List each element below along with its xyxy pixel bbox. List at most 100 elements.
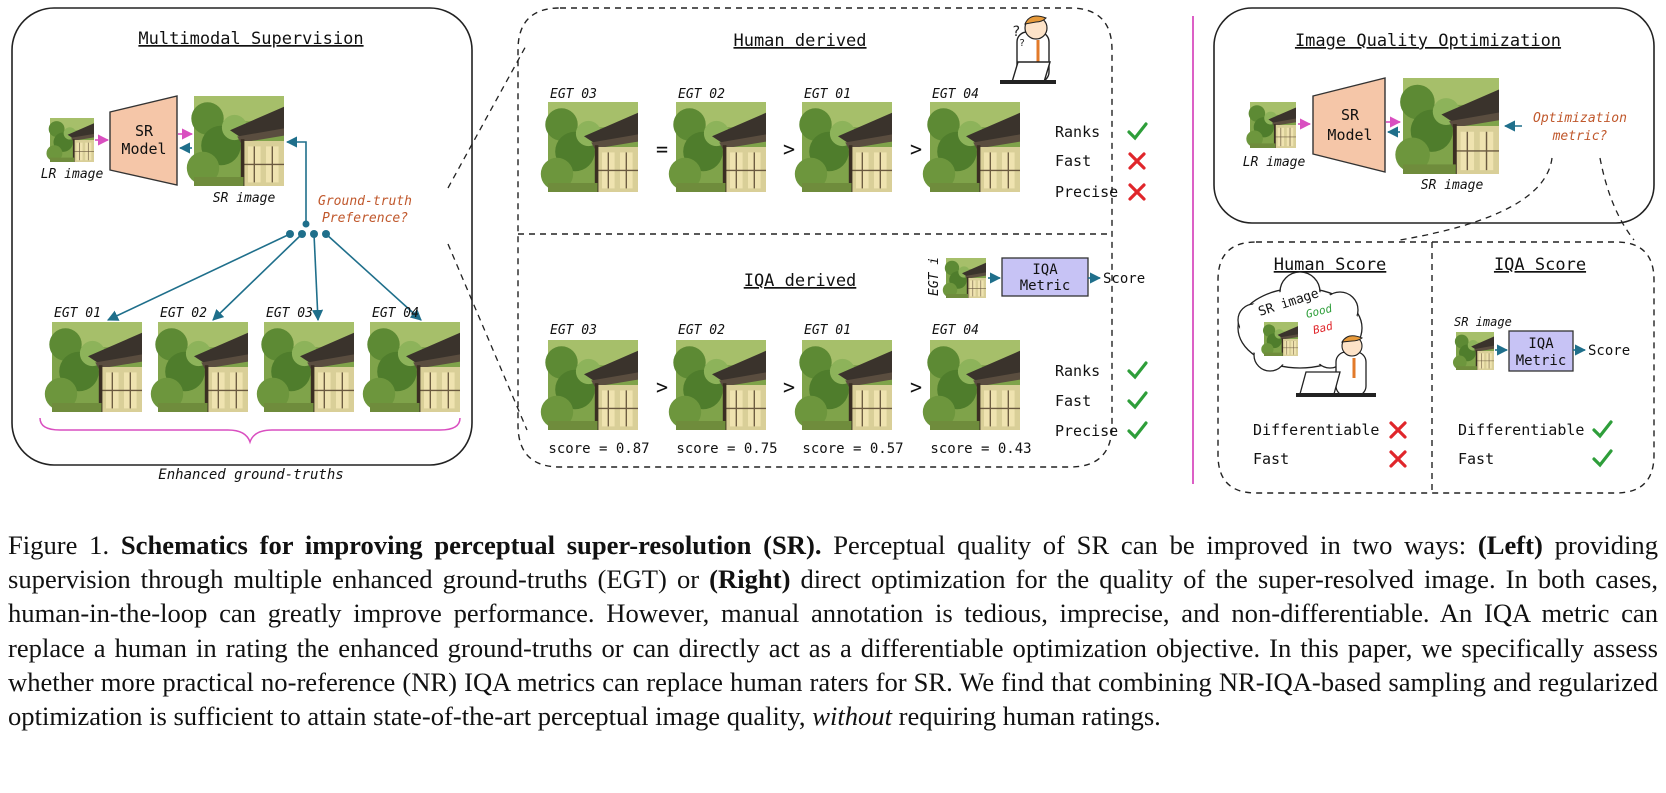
hd-op-1: =	[656, 137, 668, 161]
opt-metric-label-1: Optimization	[1533, 111, 1627, 126]
gt-preference-label-1: Ground-truth	[318, 194, 412, 209]
node-to-egt02-arrow	[212, 233, 303, 321]
figure-caption: Figure 1. Schematics for improving perce…	[8, 528, 1658, 733]
hd-criterion-precise: Precise	[1055, 183, 1118, 201]
is-criterion-fast: Fast	[1458, 450, 1494, 468]
iqa-criterion-fast: Fast	[1055, 392, 1091, 410]
egt03-image	[256, 321, 355, 413]
human-annotator-icon: ? ?	[1000, 15, 1056, 84]
caption-right: (Right)	[709, 564, 791, 595]
right-panel-title: Image Quality Optimization	[1295, 31, 1561, 51]
iqa-score-1: score = 0.87	[548, 441, 649, 457]
middle-panel-border	[517, 7, 1113, 468]
hd-mark-1-check-icon	[1127, 122, 1148, 141]
iqa-img-1	[540, 339, 639, 431]
hs-mark-2-cross-icon	[1389, 450, 1407, 468]
iqa-img-2	[668, 339, 767, 431]
hd-img-1	[540, 101, 639, 193]
rp-sr-model-label-1: SR	[1341, 106, 1360, 124]
gt-preference-label-2: Preference?	[322, 211, 408, 226]
caption-text-1: Perceptual quality of SR can be improved…	[821, 530, 1478, 560]
enhanced-gt-label: Enhanced ground-truths	[158, 467, 343, 483]
egt01-label: EGT 01	[54, 306, 101, 321]
opt-metric-label-2: metric?	[1552, 129, 1608, 144]
lr-image-label: LR image	[41, 167, 104, 182]
iqa-criterion-precise: Precise	[1055, 422, 1118, 440]
lr-image	[46, 117, 95, 163]
hd-label-4: EGT 04	[932, 87, 979, 102]
iqa-mark-1-check-icon	[1127, 361, 1148, 380]
egt03-label: EGT 03	[266, 306, 313, 321]
is-marks	[1592, 420, 1613, 468]
egt02-label: EGT 02	[160, 306, 207, 321]
hs-mark-1-cross-icon	[1389, 421, 1407, 439]
iqa-score-output-label: Score	[1588, 343, 1630, 359]
sr-model-label-1: SR	[135, 122, 154, 140]
sr-model-label-2: Model	[121, 140, 166, 158]
hs-criterion-fast: Fast	[1253, 450, 1289, 468]
hs-criterion-differentiable: Differentiable	[1253, 421, 1379, 439]
iqa-mark-2-check-icon	[1127, 391, 1148, 410]
node-to-egt03-arrow	[311, 233, 324, 322]
iqa-criterion-ranks: Ranks	[1055, 362, 1100, 380]
is-criterion-differentiable: Differentiable	[1458, 421, 1584, 439]
iqa-mini-image	[942, 257, 987, 299]
iqa-score-2: score = 0.75	[676, 441, 777, 457]
opt-zoom-line-left	[1399, 157, 1553, 241]
iqa-metric-box	[1001, 257, 1089, 297]
hd-op-2: >	[783, 137, 795, 161]
left-panel-title: Multimodal Supervision	[138, 29, 363, 49]
hd-img-3	[794, 101, 893, 193]
schematic-diagram: Multimodal Supervision LR image SR Model…	[11, 7, 1655, 494]
iqa-score-input-label: SR image	[1454, 315, 1512, 329]
hd-marks	[1127, 122, 1148, 201]
iqa-score-metric-label-1: IQA	[1528, 336, 1554, 352]
iqa-metric-label-1: IQA	[1032, 262, 1058, 278]
zoom-line-top	[447, 43, 528, 189]
figure-1: Multimodal Supervision LR image SR Model…	[11, 7, 1655, 494]
is-mark-1-check-icon	[1592, 420, 1613, 439]
iqa-metric-label-2: Metric	[1020, 278, 1071, 294]
iqa-label-1: EGT 03	[550, 323, 597, 338]
egt02-image	[150, 321, 249, 413]
iqa-op-2: >	[783, 375, 795, 399]
hs-marks	[1389, 421, 1407, 468]
score-panel-border	[1217, 241, 1655, 494]
caption-left: (Left)	[1477, 530, 1543, 560]
sr-model-box	[109, 95, 178, 186]
hd-img-2	[668, 101, 767, 193]
sr-image-label: SR image	[213, 191, 276, 206]
iqa-marks	[1127, 361, 1148, 440]
hd-op-3: >	[910, 137, 922, 161]
svg-text:?: ?	[1019, 38, 1025, 49]
iqa-score-title: IQA Score	[1494, 255, 1586, 275]
iqa-score-image	[1452, 331, 1495, 371]
preference-to-sr-arrow	[285, 136, 307, 222]
caption-without: without	[812, 701, 892, 732]
hd-label-1: EGT 03	[550, 87, 597, 102]
iqa-score-4: score = 0.43	[930, 441, 1031, 457]
zoom-line-bottom	[447, 243, 528, 431]
human-rater-icon	[1296, 335, 1376, 397]
human-derived-title: Human derived	[733, 31, 866, 51]
caption-fig-label: Figure 1.	[8, 530, 110, 560]
sr-image	[186, 95, 285, 187]
hd-label-3: EGT 01	[804, 87, 851, 102]
iqa-img-4	[922, 339, 1021, 431]
hd-mark-2-cross-icon	[1128, 152, 1146, 170]
middle-panel: Human derived ? ? EGT 03 EGT 02 EGT 01 E…	[517, 7, 1148, 468]
iqa-score-3: score = 0.57	[802, 441, 903, 457]
egt01-image	[44, 321, 143, 413]
bubble-image	[1261, 321, 1299, 357]
hd-mark-3-cross-icon	[1128, 183, 1146, 201]
rp-sr-image	[1394, 77, 1500, 175]
caption-text-2: providing supervision through multiple e…	[8, 530, 1659, 595]
iqa-label-3: EGT 01	[804, 323, 851, 338]
rp-lr-image	[1245, 101, 1297, 149]
hd-label-2: EGT 02	[678, 87, 725, 102]
node-to-egt04-arrow	[325, 233, 422, 321]
hd-criterion-fast: Fast	[1055, 152, 1091, 170]
right-panel-border	[1213, 7, 1655, 224]
rp-sr-model-box	[1312, 77, 1386, 173]
iqa-mark-3-check-icon	[1127, 421, 1148, 440]
